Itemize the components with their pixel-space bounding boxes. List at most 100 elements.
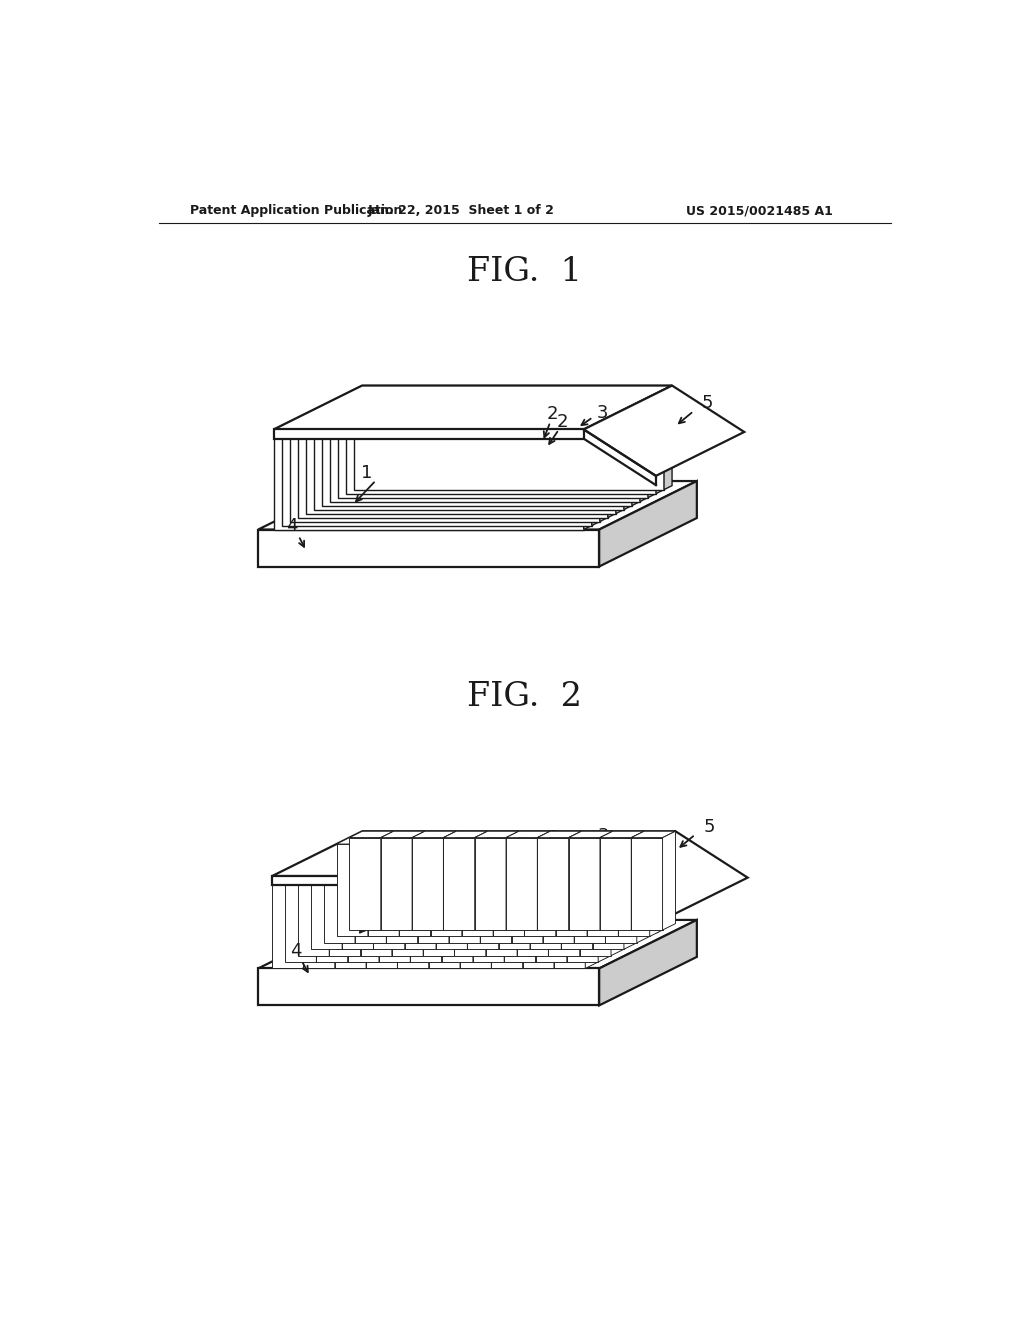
Polygon shape [499, 857, 530, 949]
Text: 3: 3 [597, 404, 608, 421]
Polygon shape [473, 863, 517, 870]
Polygon shape [355, 850, 386, 942]
Polygon shape [600, 832, 644, 838]
Polygon shape [298, 857, 342, 863]
Polygon shape [430, 843, 462, 936]
Polygon shape [567, 863, 580, 962]
Polygon shape [282, 425, 592, 525]
Polygon shape [367, 870, 379, 969]
Polygon shape [338, 393, 656, 397]
Polygon shape [517, 857, 561, 863]
Polygon shape [536, 870, 567, 962]
Polygon shape [473, 870, 504, 962]
Polygon shape [449, 843, 494, 850]
Polygon shape [664, 385, 672, 490]
Text: Patent Application Publication: Patent Application Publication [190, 205, 402, 218]
Text: 2: 2 [549, 829, 560, 846]
Polygon shape [311, 857, 342, 949]
Polygon shape [492, 870, 504, 969]
Polygon shape [556, 843, 587, 936]
Polygon shape [485, 857, 530, 863]
Polygon shape [381, 838, 412, 931]
Polygon shape [443, 832, 487, 838]
Polygon shape [475, 832, 487, 931]
Polygon shape [346, 393, 656, 494]
Polygon shape [335, 876, 367, 969]
Polygon shape [316, 863, 330, 962]
Polygon shape [290, 417, 608, 421]
Polygon shape [337, 843, 368, 936]
Polygon shape [587, 838, 600, 936]
Polygon shape [436, 850, 449, 949]
Polygon shape [504, 863, 549, 870]
Polygon shape [392, 857, 404, 956]
Polygon shape [429, 870, 441, 969]
Polygon shape [631, 832, 676, 838]
Polygon shape [338, 397, 648, 498]
Text: 4: 4 [287, 517, 298, 536]
Polygon shape [273, 425, 592, 429]
Polygon shape [423, 863, 455, 956]
Polygon shape [499, 850, 512, 949]
Polygon shape [355, 843, 399, 850]
Polygon shape [298, 413, 615, 417]
Polygon shape [462, 843, 494, 936]
Polygon shape [430, 838, 443, 936]
Polygon shape [494, 838, 538, 843]
Polygon shape [567, 870, 598, 962]
Polygon shape [282, 421, 600, 425]
Polygon shape [374, 857, 404, 949]
Polygon shape [580, 857, 624, 863]
Text: 3: 3 [598, 828, 609, 845]
Polygon shape [536, 863, 549, 962]
Polygon shape [549, 863, 580, 956]
Polygon shape [397, 876, 429, 969]
Polygon shape [556, 838, 600, 843]
Polygon shape [473, 863, 485, 962]
Polygon shape [360, 857, 404, 863]
Polygon shape [524, 838, 538, 936]
Polygon shape [504, 870, 536, 962]
Polygon shape [368, 838, 412, 843]
Polygon shape [593, 857, 624, 949]
Polygon shape [330, 397, 648, 401]
Polygon shape [436, 857, 467, 949]
Polygon shape [418, 843, 462, 850]
Polygon shape [273, 429, 584, 529]
Polygon shape [367, 876, 397, 969]
Polygon shape [311, 850, 355, 857]
Polygon shape [580, 857, 593, 956]
Polygon shape [512, 843, 556, 850]
Polygon shape [314, 405, 632, 409]
Polygon shape [522, 876, 554, 969]
Polygon shape [330, 401, 640, 502]
Polygon shape [485, 863, 517, 956]
Polygon shape [605, 843, 618, 942]
Polygon shape [348, 863, 360, 962]
Polygon shape [522, 870, 567, 876]
Polygon shape [475, 838, 506, 931]
Polygon shape [349, 832, 393, 838]
Polygon shape [330, 857, 374, 863]
Polygon shape [342, 850, 386, 857]
Polygon shape [404, 850, 449, 857]
Text: 2: 2 [556, 413, 567, 430]
Polygon shape [449, 843, 462, 942]
Polygon shape [618, 838, 663, 843]
Text: 1: 1 [362, 895, 374, 912]
Polygon shape [368, 838, 381, 936]
Polygon shape [443, 832, 457, 931]
Polygon shape [418, 850, 449, 942]
Polygon shape [512, 843, 524, 942]
Polygon shape [397, 870, 411, 969]
Polygon shape [386, 843, 399, 942]
Polygon shape [492, 870, 536, 876]
Polygon shape [584, 425, 592, 529]
Polygon shape [586, 870, 598, 969]
Polygon shape [568, 832, 582, 931]
Polygon shape [411, 863, 423, 962]
Polygon shape [648, 393, 656, 498]
Polygon shape [381, 832, 425, 838]
Polygon shape [538, 832, 582, 838]
Polygon shape [355, 843, 368, 942]
